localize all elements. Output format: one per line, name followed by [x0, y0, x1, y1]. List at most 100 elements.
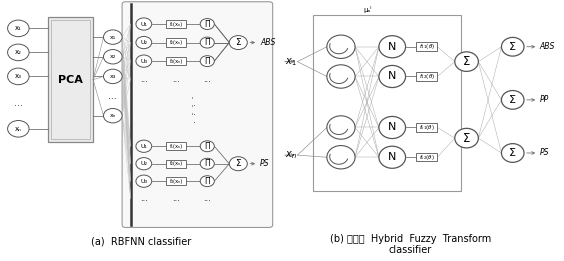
Text: · · ·: · · · [188, 95, 201, 115]
FancyBboxPatch shape [166, 177, 186, 185]
Text: ...: ... [14, 98, 23, 108]
Circle shape [136, 37, 152, 49]
Circle shape [136, 175, 152, 187]
Text: ABS: ABS [260, 38, 276, 47]
Circle shape [327, 146, 355, 169]
Circle shape [8, 68, 29, 85]
Text: ...: ... [204, 75, 211, 84]
Text: x₃: x₃ [15, 73, 22, 79]
Text: $f_{k2}(\theta)$: $f_{k2}(\theta)$ [419, 153, 435, 162]
FancyBboxPatch shape [416, 123, 437, 132]
Circle shape [501, 91, 524, 109]
Text: Π: Π [204, 159, 210, 168]
FancyBboxPatch shape [48, 17, 93, 142]
Circle shape [200, 56, 214, 67]
FancyBboxPatch shape [166, 142, 186, 150]
Circle shape [200, 37, 214, 48]
Circle shape [200, 141, 214, 152]
Circle shape [136, 55, 152, 67]
FancyBboxPatch shape [166, 159, 186, 168]
Text: xₙ: xₙ [109, 113, 116, 118]
FancyBboxPatch shape [51, 20, 90, 139]
Text: f₁(xₙ): f₁(xₙ) [170, 144, 183, 149]
Text: Σ: Σ [463, 55, 470, 68]
Text: f₁(xₙ): f₁(xₙ) [170, 21, 183, 27]
Text: ...: ... [140, 194, 148, 203]
Circle shape [501, 37, 524, 56]
Text: U₁: U₁ [140, 21, 147, 27]
Circle shape [455, 52, 478, 72]
Text: Σ: Σ [509, 42, 516, 52]
Circle shape [104, 50, 122, 64]
FancyBboxPatch shape [416, 72, 437, 81]
Circle shape [501, 144, 524, 162]
Text: Π: Π [204, 177, 210, 186]
Circle shape [327, 35, 355, 58]
Circle shape [229, 157, 247, 171]
Text: Σ: Σ [235, 38, 241, 47]
Text: ...: ... [173, 75, 180, 84]
Circle shape [104, 109, 122, 123]
Text: ...: ... [140, 75, 148, 84]
Text: Σ: Σ [509, 148, 516, 158]
Text: xₙ: xₙ [15, 126, 22, 132]
Text: f₃(xₙ): f₃(xₙ) [170, 59, 183, 64]
Circle shape [229, 35, 247, 50]
Text: Π: Π [204, 57, 210, 66]
Text: Σ: Σ [509, 95, 516, 105]
Circle shape [379, 116, 406, 139]
Text: U₁: U₁ [140, 144, 147, 149]
Text: Π: Π [204, 142, 210, 151]
Text: $f_{11}(\theta)$: $f_{11}(\theta)$ [419, 42, 435, 51]
Circle shape [8, 20, 29, 37]
Text: f₂(xₙ): f₂(xₙ) [170, 40, 183, 45]
Text: x₁: x₁ [109, 35, 116, 40]
Circle shape [455, 128, 478, 148]
Text: x₂: x₂ [15, 49, 22, 55]
Text: Π: Π [204, 38, 210, 47]
Circle shape [104, 69, 122, 84]
Circle shape [200, 19, 214, 29]
Text: ·
·
·: · · · [193, 101, 196, 128]
Text: N: N [388, 122, 396, 133]
FancyBboxPatch shape [166, 38, 186, 47]
Text: classifier: classifier [389, 245, 432, 256]
Text: ...: ... [204, 194, 211, 203]
Text: N: N [388, 42, 396, 52]
Text: PCA: PCA [58, 75, 83, 85]
Circle shape [327, 65, 355, 88]
Circle shape [379, 36, 406, 58]
Circle shape [200, 176, 214, 187]
FancyBboxPatch shape [122, 2, 273, 227]
Text: x₂: x₂ [109, 54, 116, 59]
Text: ...: ... [108, 92, 117, 100]
Text: Π: Π [204, 20, 210, 28]
Text: PP: PP [540, 95, 549, 104]
Text: $f_{k1}(\theta)$: $f_{k1}(\theta)$ [419, 123, 435, 132]
Text: PS: PS [540, 149, 549, 157]
Text: $x_n$: $x_n$ [285, 149, 297, 161]
Text: f₃(xₙ): f₃(xₙ) [170, 179, 183, 184]
Text: ABS: ABS [540, 42, 556, 51]
Text: N: N [388, 152, 396, 162]
FancyBboxPatch shape [313, 15, 461, 191]
Text: Σ: Σ [463, 132, 470, 145]
FancyBboxPatch shape [416, 153, 437, 162]
Text: f₂(xₙ): f₂(xₙ) [170, 161, 183, 166]
Text: x₃: x₃ [109, 74, 116, 79]
Circle shape [136, 140, 152, 152]
Text: (a)  RBFNN classifier: (a) RBFNN classifier [91, 237, 191, 247]
Text: Σ: Σ [235, 159, 241, 168]
Text: U₃: U₃ [140, 179, 147, 184]
Circle shape [8, 44, 29, 61]
Circle shape [379, 146, 406, 168]
Circle shape [200, 158, 214, 169]
Text: $x_1$: $x_1$ [285, 56, 297, 68]
Circle shape [379, 66, 406, 87]
FancyBboxPatch shape [416, 43, 437, 51]
FancyBboxPatch shape [166, 20, 186, 28]
Text: $f_{12}(\theta)$: $f_{12}(\theta)$ [419, 72, 435, 81]
Text: x₁: x₁ [15, 25, 22, 31]
Text: N: N [388, 72, 396, 81]
Circle shape [8, 121, 29, 137]
